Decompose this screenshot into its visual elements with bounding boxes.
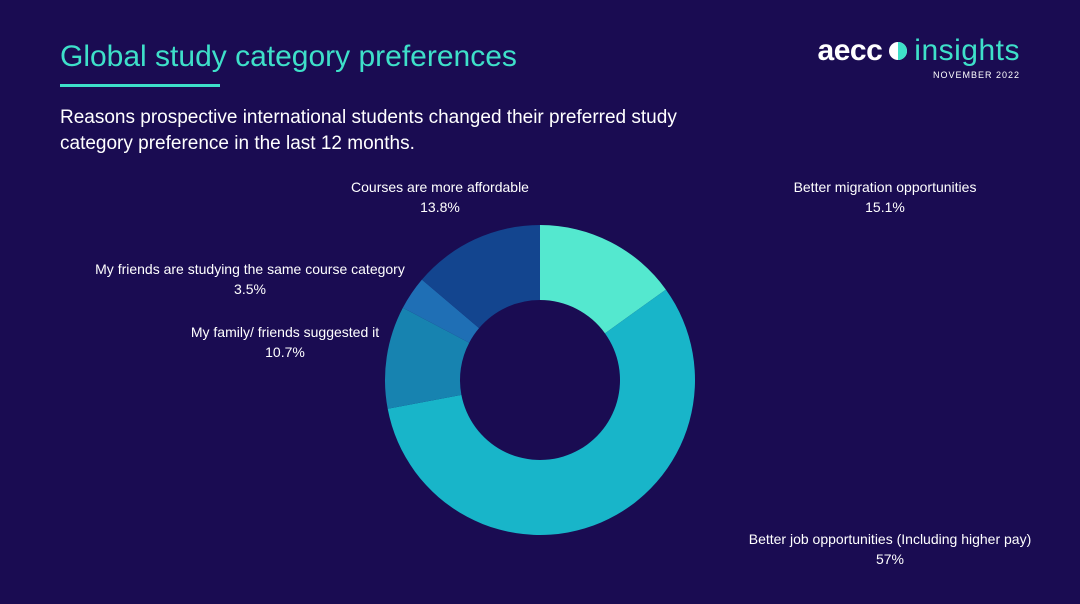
slice-label: My family/ friends suggested it 10.7% [155,323,415,362]
logo-date: NOVEMBER 2022 [818,70,1020,80]
slice-label-pct: 10.7% [155,343,415,363]
slice-label: My friends are studying the same course … [70,260,430,299]
slice-label-pct: 57% [700,550,1080,570]
brand-logo: aecc insights NOVEMBER 2022 [818,34,1020,80]
slice-label: Courses are more affordable 13.8% [310,178,570,217]
title-underline [60,84,220,87]
logo-product-text: insights [914,34,1020,68]
page-subtitle: Reasons prospective international studen… [60,105,700,156]
slice-label-text: My family/ friends suggested it [191,324,379,340]
slice-label-pct: 3.5% [70,280,430,300]
logo-dot-icon [888,41,908,61]
donut-chart: Better migration opportunities15.1%Bette… [0,170,1080,590]
logo-brand-text: aecc [818,34,883,68]
slice-label-pct: 15.1% [755,198,1015,218]
slice-label: Better job opportunities (Including high… [700,530,1080,569]
slice-label-pct: 13.8% [310,198,570,218]
slice-label: Better migration opportunities 15.1% [755,178,1015,217]
slice-label-text: Courses are more affordable [351,179,529,195]
slice-label-text: Better job opportunities (Including high… [749,531,1032,547]
slice-label-text: My friends are studying the same course … [95,261,405,277]
slice-label-text: Better migration opportunities [794,179,977,195]
